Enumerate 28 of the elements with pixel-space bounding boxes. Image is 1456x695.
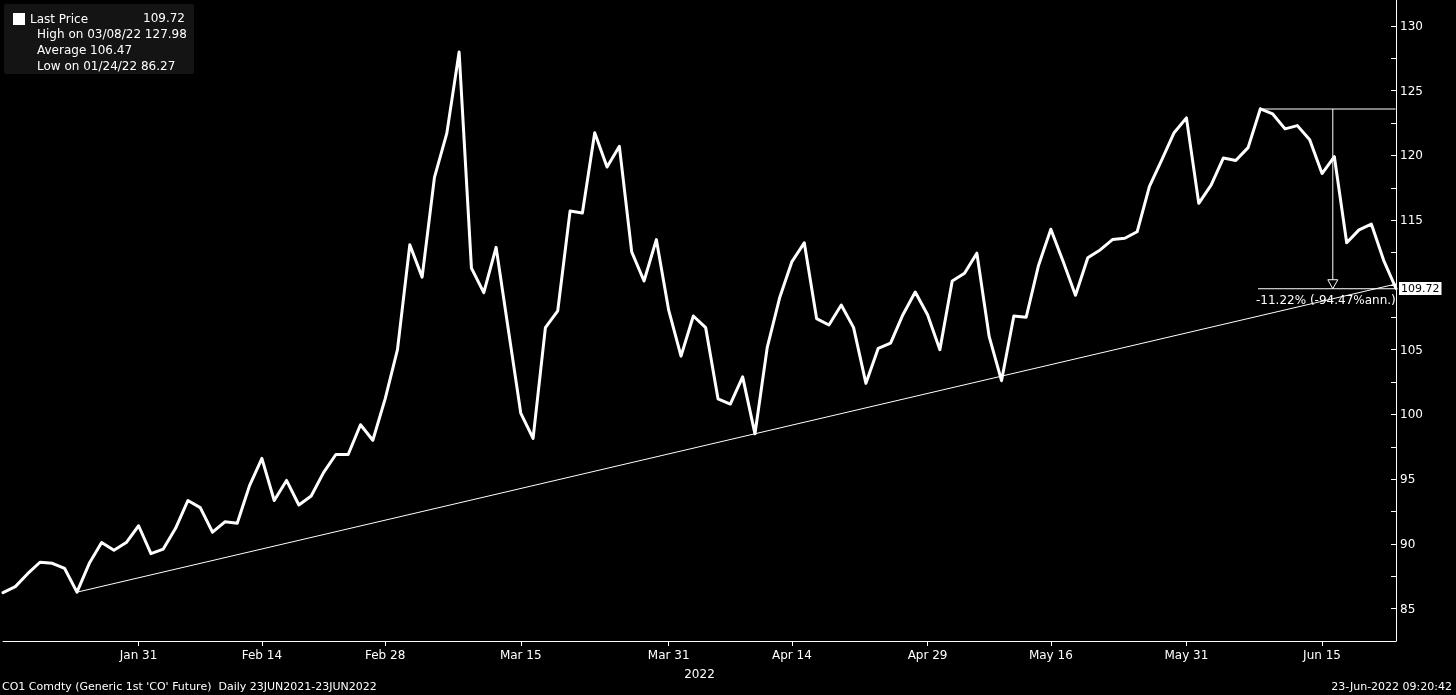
- y-tick-label: 130: [1400, 18, 1423, 33]
- x-tick-label: Feb 28: [364, 648, 406, 662]
- y-tick-label: 125: [1400, 83, 1423, 98]
- x-tick-label: Apr 14: [772, 648, 812, 662]
- y-tick-label: 90: [1400, 536, 1416, 551]
- y-tick-label: 105: [1400, 342, 1423, 357]
- x-tick-label: Feb 14: [241, 648, 283, 662]
- text: CO1 Comdty (Generic 1st 'CO' Future) Daily 23JUN2021-23JUN2022: [2, 680, 377, 693]
- y-tick-label: 115: [1400, 213, 1423, 228]
- text: 109.72: [143, 11, 185, 25]
- y-tick-label: 85: [1400, 601, 1416, 616]
- x-tick-label: May 31: [1164, 648, 1209, 662]
- data-label: 109.72: [1401, 282, 1440, 296]
- x-tick-label: Mar 31: [647, 648, 690, 662]
- x-tick-label: May 16: [1028, 648, 1073, 662]
- annotation: High on 03/08/22 127.98: [37, 27, 187, 41]
- annotation: Low on 01/24/22 86.27: [37, 59, 176, 73]
- x-tick-label: Jan 31: [118, 648, 158, 662]
- y-tick-label: 100: [1400, 407, 1423, 422]
- text: 23-Jun-2022 09:20:42: [1331, 680, 1453, 693]
- legend-label: Last Price: [30, 12, 89, 26]
- x-tick-label: Jun 15: [1302, 648, 1341, 662]
- y-tick-label: 95: [1400, 472, 1416, 487]
- x-tick-label: Apr 29: [907, 648, 948, 662]
- y-tick-label: 120: [1400, 148, 1423, 163]
- x-tick-label: Mar 15: [499, 648, 542, 662]
- x-axis-title: 2022: [684, 667, 715, 681]
- annotation: Average 106.47: [37, 43, 133, 57]
